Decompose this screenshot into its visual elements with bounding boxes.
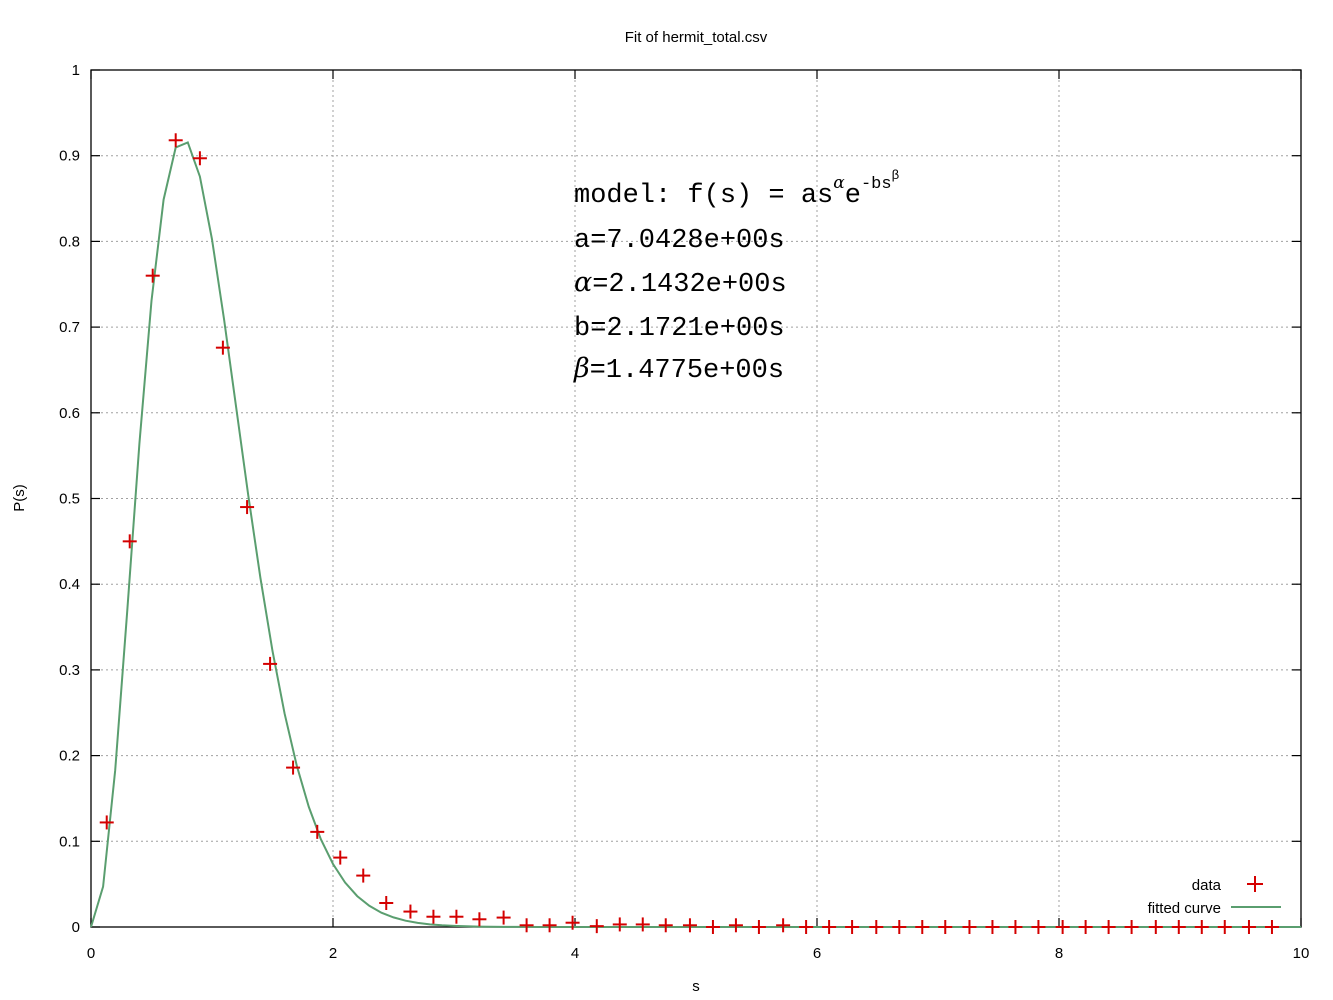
data-point: [263, 656, 278, 671]
data-point: [728, 918, 743, 933]
x-tick-label: 4: [571, 945, 579, 962]
y-axis-label: P(s): [11, 484, 28, 512]
x-tick-label: 0: [87, 945, 95, 962]
data-point: [1124, 920, 1139, 934]
data-point: [426, 909, 441, 924]
param-beta: β=1.4775e+00s: [573, 353, 784, 386]
data-point: [333, 850, 348, 865]
param-alpha: α=2.1432e+00s: [574, 267, 787, 300]
data-point: [192, 151, 207, 166]
y-tick-label: 0.6: [59, 405, 80, 422]
data-point: [240, 500, 255, 515]
data-point: [1055, 920, 1070, 934]
grid: [91, 70, 1301, 927]
x-tick-label: 6: [813, 945, 821, 962]
model-annotation: model: f(s) = asαe-bsβ a=7.0428e+00s α=2…: [573, 168, 900, 386]
legend-marker-data: [1247, 876, 1263, 892]
data-point: [705, 920, 720, 934]
y-tick-label: 0.3: [59, 662, 80, 679]
legend-label-fit: fitted curve: [1148, 900, 1221, 917]
param-a: a=7.0428e+00s: [574, 226, 785, 256]
x-axis-tick-labels: 0 2 4 6 8 10: [87, 945, 1310, 962]
legend: data fitted curve: [1148, 876, 1281, 917]
data-point: [1148, 920, 1163, 934]
data-point: [658, 918, 673, 933]
data-point: [310, 824, 325, 839]
data-point: [1194, 920, 1209, 934]
data-point: [589, 919, 604, 934]
x-axis-label: s: [692, 978, 700, 995]
data-point: [1031, 920, 1046, 934]
x-tick-label: 2: [329, 945, 337, 962]
data-point: [1078, 920, 1093, 934]
data-point: [1171, 920, 1186, 934]
data-point: [985, 920, 1000, 934]
data-point: [845, 920, 860, 934]
data-point: [145, 268, 160, 283]
data-point: [168, 133, 183, 148]
y-tick-label: 0: [72, 919, 80, 936]
data-points: [99, 133, 1279, 934]
data-point: [799, 920, 814, 934]
data-point: [403, 904, 418, 919]
y-tick-label: 1: [72, 62, 80, 79]
data-point: [286, 760, 301, 775]
y-tick-label: 0.2: [59, 748, 80, 765]
data-point: [565, 915, 580, 930]
data-point: [472, 912, 487, 927]
data-point: [215, 340, 230, 355]
data-point: [1008, 920, 1023, 934]
data-point: [1264, 920, 1279, 934]
data-point: [1101, 920, 1116, 934]
data-point: [635, 917, 650, 932]
data-point: [822, 920, 837, 934]
data-point: [751, 920, 766, 934]
data-point: [869, 920, 884, 934]
data-point: [1241, 920, 1256, 934]
data-point: [962, 920, 977, 934]
model-formula: model: f(s) = asαe-bsβ: [574, 168, 900, 211]
y-tick-label: 0.4: [59, 576, 80, 593]
y-tick-label: 0.9: [59, 148, 80, 165]
data-point: [776, 918, 791, 933]
data-point: [519, 918, 534, 933]
param-b: b=2.1721e+00s: [574, 314, 785, 344]
axis-ticks: [90, 69, 1302, 928]
data-point: [612, 917, 627, 932]
data-point: [379, 896, 394, 911]
x-tick-label: 8: [1055, 945, 1063, 962]
y-tick-label: 0.7: [59, 319, 80, 336]
y-tick-label: 0.8: [59, 233, 80, 250]
data-point: [449, 909, 464, 924]
data-point: [682, 918, 697, 933]
y-axis-tick-labels: 0 0.1 0.2 0.3 0.4 0.5 0.6 0.7 0.8 0.9 1: [59, 62, 80, 936]
data-point: [99, 815, 114, 830]
y-tick-label: 0.5: [59, 491, 80, 508]
legend-label-data: data: [1192, 877, 1222, 894]
x-tick-label: 10: [1293, 945, 1310, 962]
data-point: [915, 920, 930, 934]
data-point: [892, 920, 907, 934]
data-point: [496, 910, 511, 925]
data-point: [1217, 920, 1232, 934]
y-tick-label: 0.1: [59, 833, 80, 850]
data-point: [938, 920, 953, 934]
chart-title: Fit of hermit_total.csv: [625, 29, 768, 46]
fitted-curve-line: [90, 141, 1301, 928]
data-point: [542, 918, 557, 933]
data-point: [122, 534, 137, 549]
data-point: [356, 868, 371, 883]
